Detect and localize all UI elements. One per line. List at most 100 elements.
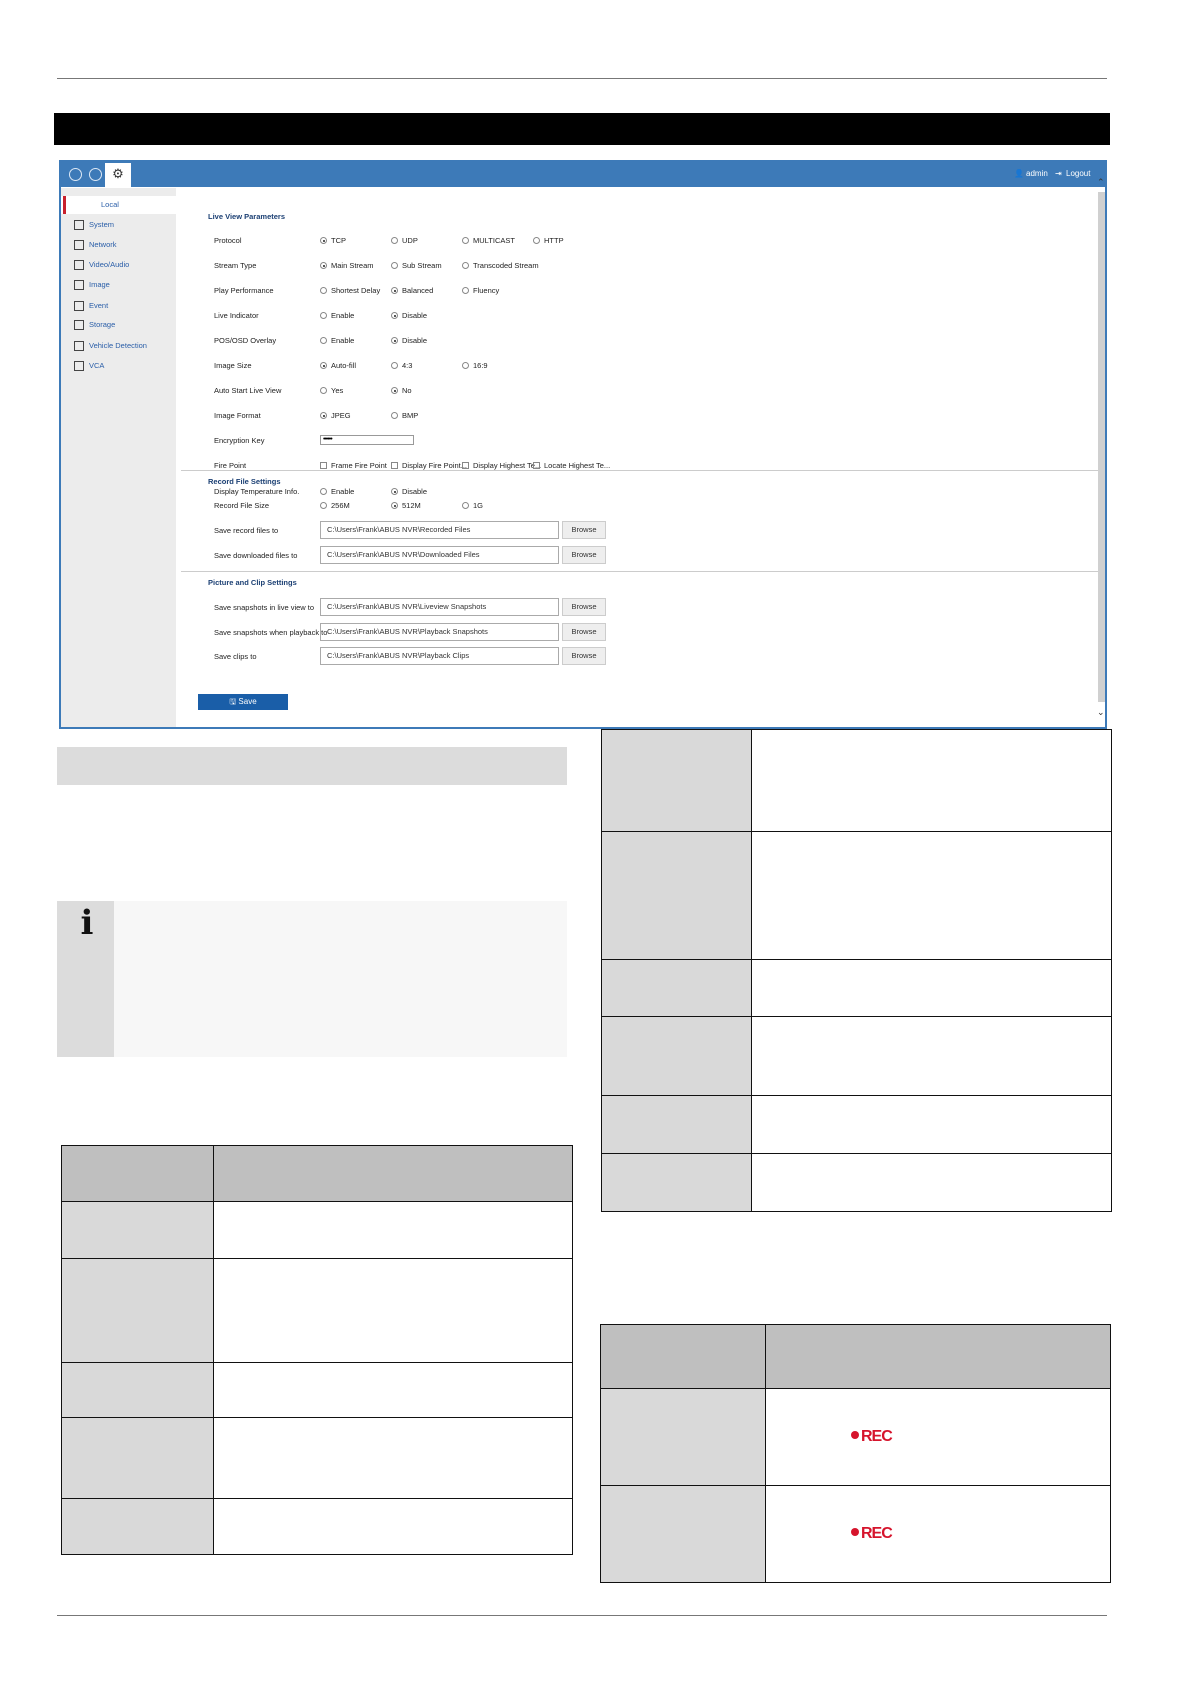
- radio-button[interactable]: [391, 362, 398, 369]
- radio-button[interactable]: [320, 387, 327, 394]
- field-label: POS/OSD Overlay: [214, 336, 277, 345]
- sidebar-item-vehicle-detection[interactable]: Vehicle Detection: [61, 337, 176, 355]
- radio-button[interactable]: [320, 412, 327, 419]
- field-label: Auto Start Live View: [214, 386, 282, 395]
- radio-button[interactable]: [320, 262, 327, 269]
- radio-button[interactable]: [391, 387, 398, 394]
- option-udp[interactable]: UDP: [391, 236, 418, 245]
- option-disable[interactable]: Disable: [391, 336, 427, 345]
- radio-button[interactable]: [320, 287, 327, 294]
- radio-button[interactable]: [320, 502, 327, 509]
- radio-button[interactable]: [320, 488, 327, 495]
- option-jpeg[interactable]: JPEG: [320, 411, 351, 420]
- scrollbar[interactable]: [1098, 192, 1105, 702]
- option-frame-fire-point[interactable]: Frame Fire Point: [320, 461, 387, 470]
- option-shortest-delay[interactable]: Shortest Delay: [320, 286, 380, 295]
- path-input[interactable]: C:\Users\Frank\ABUS NVR\Recorded Files: [320, 521, 559, 539]
- radio-button[interactable]: [462, 362, 469, 369]
- option-fluency[interactable]: Fluency: [462, 286, 499, 295]
- option-enable[interactable]: Enable: [320, 311, 354, 320]
- browse-button[interactable]: Browse: [562, 623, 606, 641]
- image-icon: [74, 280, 84, 290]
- option-no[interactable]: No: [391, 386, 412, 395]
- option-enable[interactable]: Enable: [320, 487, 354, 496]
- checkbox[interactable]: [391, 462, 398, 469]
- radio-button[interactable]: [391, 287, 398, 294]
- sidebar-item-video-audio[interactable]: Video/Audio: [61, 256, 176, 274]
- option-main-stream[interactable]: Main Stream: [320, 261, 374, 270]
- option-tcp[interactable]: TCP: [320, 236, 346, 245]
- radio-button[interactable]: [462, 237, 469, 244]
- radio-button[interactable]: [391, 488, 398, 495]
- path-input[interactable]: C:\Users\Frank\ABUS NVR\Downloaded Files: [320, 546, 559, 564]
- option-locate-highest-te-[interactable]: Locate Highest Te...: [533, 461, 610, 470]
- section-title: Record File Settings: [208, 477, 281, 486]
- path-input[interactable]: C:\Users\Frank\ABUS NVR\Playback Clips: [320, 647, 559, 665]
- live-view-icon[interactable]: [69, 168, 82, 181]
- user-name[interactable]: admin: [1026, 169, 1048, 178]
- radio-button[interactable]: [391, 262, 398, 269]
- save-button[interactable]: 🖫 Save: [198, 694, 288, 710]
- path-input[interactable]: C:\Users\Frank\ABUS NVR\Liveview Snapsho…: [320, 598, 559, 616]
- option-multicast[interactable]: MULTICAST: [462, 236, 515, 245]
- option-disable[interactable]: Disable: [391, 487, 427, 496]
- radio-button[interactable]: [391, 337, 398, 344]
- option-display-highest-te-[interactable]: Display Highest Te...: [462, 461, 541, 470]
- option-4-3[interactable]: 4:3: [391, 361, 412, 370]
- radio-button[interactable]: [462, 262, 469, 269]
- option-http[interactable]: HTTP: [533, 236, 564, 245]
- sidebar-item-network[interactable]: Network: [61, 236, 176, 254]
- option-bmp[interactable]: BMP: [391, 411, 418, 420]
- scroll-down-icon[interactable]: ⌄: [1097, 707, 1105, 717]
- option-sub-stream[interactable]: Sub Stream: [391, 261, 442, 270]
- browse-button[interactable]: Browse: [562, 598, 606, 616]
- field-label: Save snapshots in live view to: [214, 603, 315, 612]
- sidebar-item-storage[interactable]: Storage: [61, 316, 176, 334]
- path-input[interactable]: C:\Users\Frank\ABUS NVR\Playback Snapsho…: [320, 623, 559, 641]
- option-auto-fill[interactable]: Auto-fill: [320, 361, 356, 370]
- checkbox[interactable]: [320, 462, 327, 469]
- browse-button[interactable]: Browse: [562, 521, 606, 539]
- sidebar-item-image[interactable]: Image: [61, 276, 176, 294]
- configuration-icon[interactable]: ⚙: [105, 163, 131, 187]
- option-1g[interactable]: 1G: [462, 501, 483, 510]
- sidebar-item-system[interactable]: System: [61, 216, 176, 234]
- logout-icon: ⇥: [1055, 169, 1062, 178]
- option-256m[interactable]: 256M: [320, 501, 350, 510]
- option-16-9[interactable]: 16:9: [462, 361, 488, 370]
- option-yes[interactable]: Yes: [320, 386, 343, 395]
- option-balanced[interactable]: Balanced: [391, 286, 433, 295]
- vca-icon: [74, 361, 84, 371]
- radio-button[interactable]: [320, 237, 327, 244]
- encryption-key-input[interactable]: ••••••: [320, 435, 414, 445]
- option-transcoded-stream[interactable]: Transcoded Stream: [462, 261, 539, 270]
- section-title: Picture and Clip Settings: [208, 578, 297, 587]
- radio-button[interactable]: [391, 237, 398, 244]
- sidebar-item-local[interactable]: Local: [61, 196, 176, 214]
- radio-button[interactable]: [462, 287, 469, 294]
- sidebar-item-vca[interactable]: VCA: [61, 357, 176, 375]
- radio-button[interactable]: [391, 412, 398, 419]
- option-disable[interactable]: Disable: [391, 311, 427, 320]
- field-label: Fire Point: [214, 461, 247, 470]
- radio-button[interactable]: [320, 312, 327, 319]
- checkbox[interactable]: [462, 462, 469, 469]
- field-label: Save snapshots when playback to: [214, 628, 328, 637]
- radio-button[interactable]: [320, 337, 327, 344]
- radio-button[interactable]: [533, 237, 540, 244]
- browse-button[interactable]: Browse: [562, 546, 606, 564]
- field-label: Record File Size: [214, 501, 270, 510]
- radio-button[interactable]: [391, 312, 398, 319]
- option-512m[interactable]: 512M: [391, 501, 421, 510]
- sidebar-item-event[interactable]: Event: [61, 297, 176, 315]
- logout-link[interactable]: Logout: [1066, 169, 1091, 178]
- browse-button[interactable]: Browse: [562, 647, 606, 665]
- radio-button[interactable]: [391, 502, 398, 509]
- option-display-fire-point-[interactable]: Display Fire Point...: [391, 461, 467, 470]
- radio-button[interactable]: [320, 362, 327, 369]
- radio-button[interactable]: [462, 502, 469, 509]
- option-enable[interactable]: Enable: [320, 336, 354, 345]
- playback-icon[interactable]: [89, 168, 102, 181]
- scroll-up-icon[interactable]: ⌃: [1097, 177, 1105, 187]
- checkbox[interactable]: [533, 462, 540, 469]
